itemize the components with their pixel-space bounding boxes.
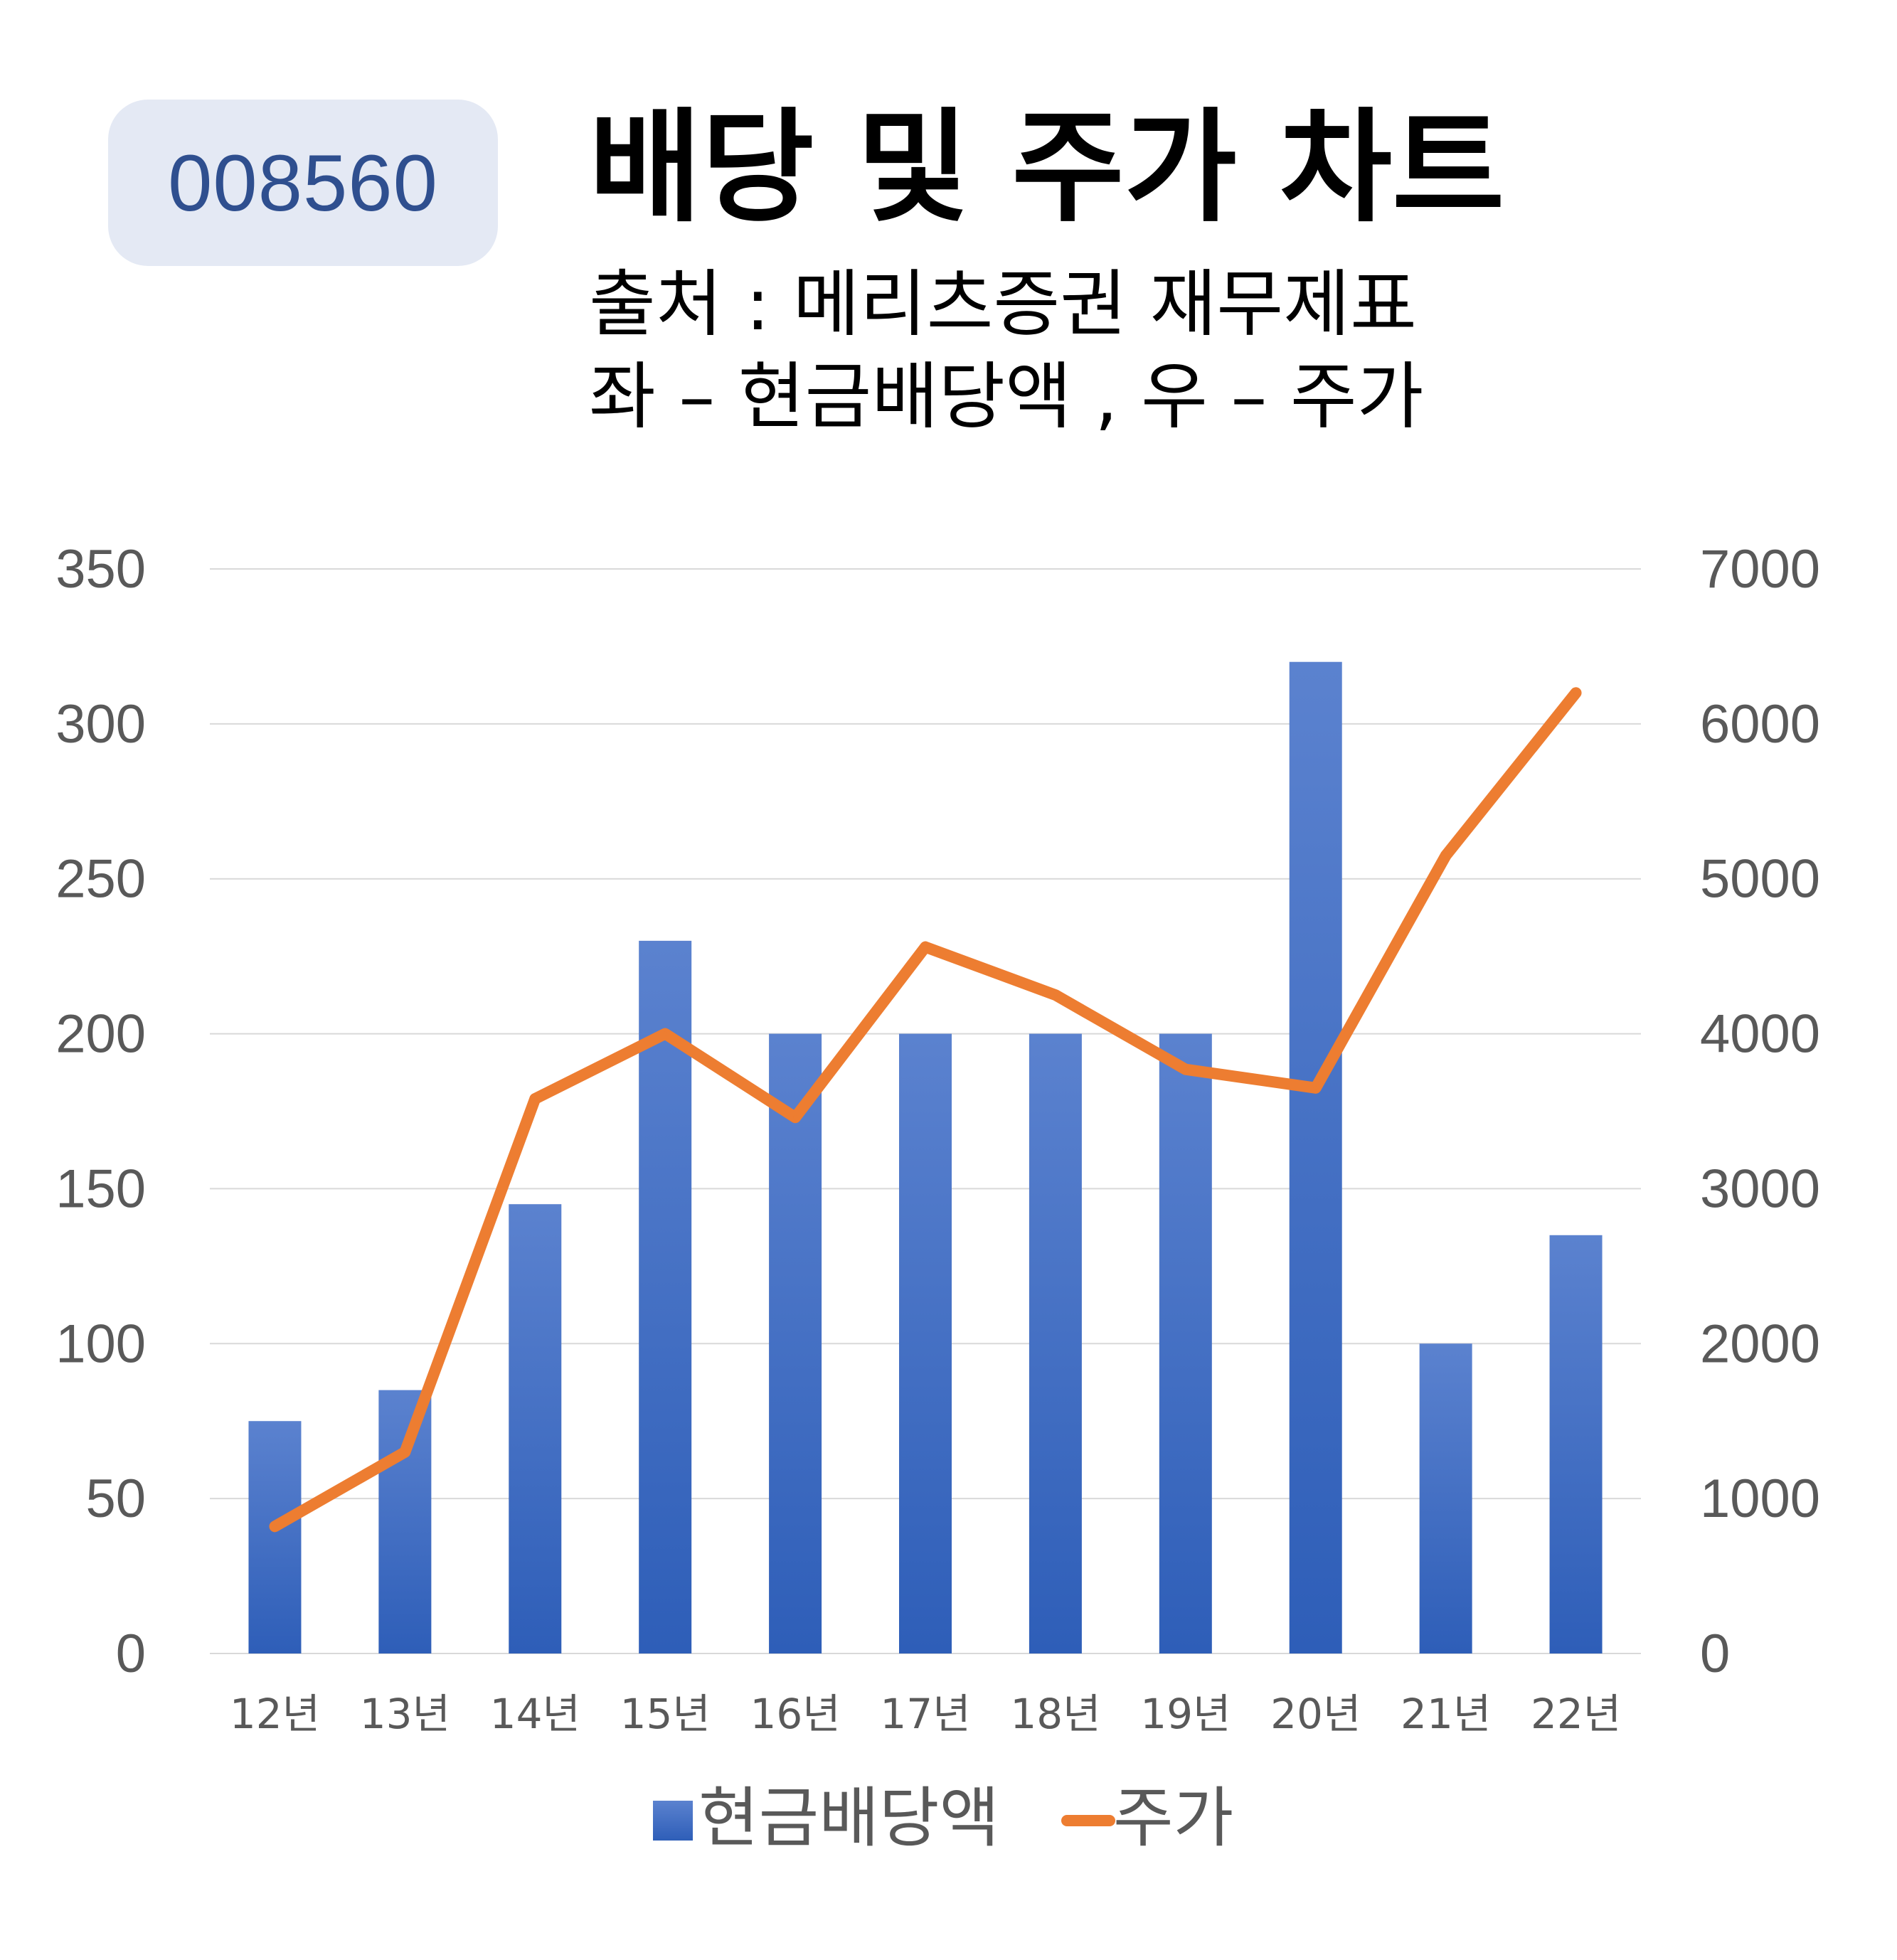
left-tick-label: 150 [55,1159,146,1219]
dividend-bars [248,661,1603,1653]
price-point [923,944,928,949]
left-tick-label: 0 [116,1624,146,1684]
dividend-bar [378,1390,432,1653]
price-point [272,1524,277,1529]
dividend-bar [1549,1235,1603,1653]
category-label: 16년 [750,1690,841,1738]
dividend-bar [1159,1033,1212,1653]
legend-bar-label: 현금배당액 [698,1780,999,1856]
left-tick-label: 350 [55,539,146,600]
price-point [1573,691,1578,696]
axis-note: 좌 – 현금배당액 , 우 – 주가 [589,355,1424,440]
right-tick-label: 7000 [1700,539,1820,600]
stock-code: 008560 [168,138,438,228]
right-y-axis: 0 1000 2000 3000 4000 5000 6000 7000 [1700,539,1820,1684]
category-label: 19년 [1140,1690,1231,1738]
dividend-bar [1289,661,1342,1653]
price-point [1183,1067,1188,1072]
category-label: 12년 [230,1690,320,1738]
category-label: 18년 [1010,1690,1100,1738]
left-tick-label: 100 [55,1314,146,1374]
left-tick-label: 250 [55,849,146,910]
right-tick-label: 5000 [1700,849,1820,910]
x-axis: 12년 13년 14년 15년 16년 17년 18년 19년 20년 21년 22년 [230,1690,1621,1738]
category-label: 22년 [1531,1690,1621,1738]
dividend-bar [769,1033,822,1653]
category-label: 20년 [1270,1690,1361,1738]
right-tick-label: 6000 [1700,694,1820,755]
left-y-axis: 0 50 100 150 200 250 300 350 [55,539,146,1684]
price-point [663,1031,668,1036]
dividend-bar [1419,1343,1472,1653]
category-label: 13년 [360,1690,450,1738]
category-label: 21년 [1401,1690,1491,1738]
source-note: 출처 : 메리츠증권 재무제표 [589,262,1417,347]
dividend-bar [509,1204,562,1653]
legend-line-label: 주가 [1113,1780,1233,1856]
price-point [403,1449,408,1454]
right-tick-label: 2000 [1700,1314,1820,1374]
right-tick-label: 3000 [1700,1159,1820,1219]
dividend-bar [639,940,692,1653]
legend-bar-swatch [653,1801,693,1841]
price-point [1443,853,1448,858]
price-line [269,687,1582,1533]
dividend-bar [899,1033,952,1653]
category-label: 17년 [880,1690,970,1738]
left-tick-label: 200 [55,1004,146,1065]
price-point [533,1097,538,1102]
price-point [1053,993,1058,998]
price-point [1313,1085,1318,1090]
right-tick-label: 1000 [1700,1469,1820,1529]
category-label: 14년 [490,1690,580,1738]
legend: 현금배당액 주가 [653,1780,1233,1856]
left-tick-label: 300 [55,694,146,755]
right-tick-label: 4000 [1700,1004,1820,1065]
chart-title: 배당 및 주가 차트 [589,96,1505,239]
left-tick-label: 50 [85,1469,146,1529]
right-tick-label: 0 [1700,1624,1730,1684]
dividend-bar [1029,1033,1082,1653]
stock-code-badge: 008560 [108,100,498,266]
dividend-bar [248,1421,302,1653]
category-label: 15년 [620,1690,711,1738]
price-point [793,1115,798,1120]
